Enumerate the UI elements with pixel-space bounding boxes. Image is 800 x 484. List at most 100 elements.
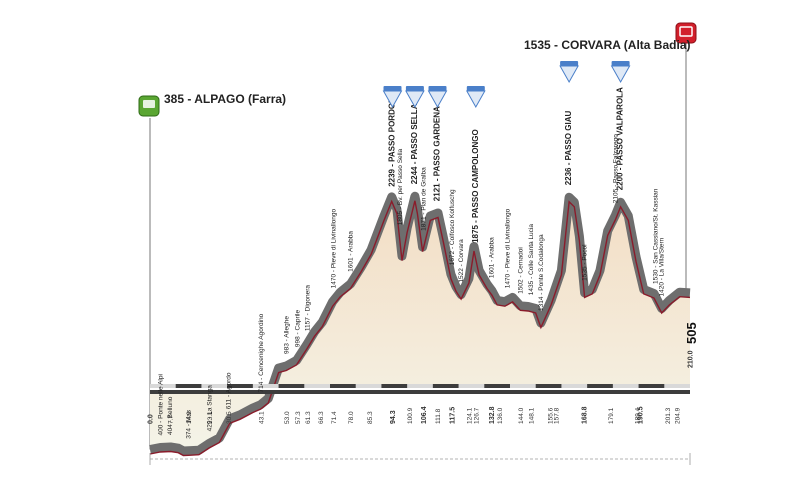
distance-dimension-line	[149, 453, 691, 465]
place-label: 1314 - Ponte S.Codalonga	[538, 234, 545, 311]
start-icon-glyph	[143, 100, 155, 108]
km-tick-label: 53.0	[284, 411, 291, 424]
climb-icon	[465, 86, 486, 109]
climb-icon-triangle	[405, 90, 425, 109]
finish-code: 505	[684, 322, 699, 344]
climb-icon-band	[428, 86, 447, 91]
climb-icon-band	[466, 86, 485, 91]
km-tick-label: 7.7	[167, 415, 174, 424]
place-label: 1530 - San Cassiano/St. Kassian	[652, 188, 659, 284]
km-tick-labels: 0.0 7.7 14.9 23.1 30.5 43.1 53.0 57.3 61.3 66.3 71…	[148, 350, 695, 424]
climb-summit-label: 1875 - PASSO CAMPOLONGO	[471, 129, 480, 243]
km-strip-segment	[201, 384, 228, 388]
km-tick-label: 144.0	[518, 407, 525, 424]
climb-icon-triangle	[427, 90, 448, 109]
climb-summit-label: 2236 - PASSO GIAU	[564, 111, 573, 186]
km-strip-segment	[150, 384, 176, 388]
climb-summit-label: 2239 - PASSO PORDOI	[388, 101, 397, 187]
climb-icon	[559, 61, 579, 84]
climb-summit-label: 2244 - PASSO SELLA	[410, 103, 419, 184]
km-tick-label: 210.0	[688, 350, 695, 368]
km-tick-label: 155.6	[548, 407, 555, 424]
start-icon	[138, 95, 160, 117]
climb-icon-triangle	[382, 90, 403, 109]
climb-icon-band	[611, 61, 630, 66]
place-label: 611 - Agordo	[225, 372, 232, 409]
finish-icon	[675, 22, 697, 44]
icons	[138, 22, 697, 117]
place-labels: 400 - Ponte nelle Alpi 404 - Belluno 374 -…	[157, 87, 665, 439]
km-tick-label: 126.7	[473, 407, 480, 424]
km-strip-segment	[252, 384, 279, 388]
km-tick-label: 189.4	[635, 407, 642, 424]
km-tick-label: 136.0	[497, 407, 504, 424]
km-tick-label: 78.0	[348, 411, 355, 424]
climb-summit-label: 2121 - PASSO GARDENA	[433, 106, 442, 201]
km-tick-label: 106.4	[421, 406, 428, 424]
climb-icon	[610, 61, 631, 84]
km-strip-segment	[355, 384, 382, 388]
km-tick-label: 94.3	[390, 410, 397, 424]
km-tick-label: 100.9	[407, 407, 414, 424]
km-tick-label: 157.8	[553, 407, 560, 424]
km-tick-label: 204.9	[674, 407, 681, 424]
climb-icon-triangle	[559, 65, 579, 84]
place-label: 1470 - Pieve di Livinallongo	[331, 209, 338, 289]
km-tick-label: 201.3	[665, 407, 672, 424]
climb-summit-label: 2200 - PASSO VALPAROLA	[616, 87, 625, 190]
place-label: 374 - Mas	[185, 409, 192, 439]
place-label: 983 - Alleghe	[283, 316, 290, 354]
km-strip	[150, 384, 690, 394]
km-tick-label: 148.1	[528, 407, 535, 424]
km-tick-label: 43.1	[258, 411, 265, 424]
climb-icon-band	[560, 61, 579, 66]
place-label: 1871 - Plan de Gralba	[421, 167, 428, 231]
km-strip-segment	[458, 384, 485, 388]
finish-label: 1535 - CORVARA (Alta Badia)	[524, 38, 690, 52]
place-label: 1502 - Cernadoi	[517, 247, 524, 294]
place-label: 2105 - Passo Falzarego	[612, 134, 619, 203]
km-tick-label: 71.4	[331, 411, 338, 424]
place-label: 1522 - Corvara	[458, 239, 465, 283]
km-tick-label: 85.3	[367, 411, 374, 424]
km-strip-segment	[407, 384, 433, 388]
climb-icon-triangle	[465, 90, 486, 109]
km-strip-segment	[304, 384, 330, 388]
place-label: 429 - La Stanga	[206, 385, 213, 432]
climb-icon-band	[383, 86, 402, 91]
place-label: 1157 - Digonera	[305, 285, 312, 332]
km-strip-segment	[561, 384, 588, 388]
km-tick-label: 23.1	[207, 411, 214, 424]
place-label: 1420 - La Villa/Stern	[659, 237, 666, 296]
elevation-ridge	[149, 191, 691, 456]
place-label: 1601 - Arabba	[348, 231, 355, 272]
place-label: 1435 - Colle Santa Lucia	[528, 224, 535, 296]
km-tick-label: 61.3	[305, 411, 312, 424]
place-label: 404 - Belluno	[167, 396, 174, 435]
place-label: 1470 - Pieve di Livinallongo	[504, 208, 511, 288]
finish-icon-glyph	[679, 26, 693, 37]
place-label: 998 - Caprile	[294, 310, 301, 348]
elevation-profile-line	[149, 199, 691, 457]
place-label: 1805 - Bv. per Passo Sella	[397, 148, 404, 225]
place-label: 400 - Ponte nelle Alpi	[157, 374, 164, 435]
km-tick-label: 30.5	[226, 411, 233, 424]
km-strip-segment	[612, 384, 639, 388]
climb-icon	[427, 86, 448, 109]
place-label: 1535 - Pocol	[582, 244, 589, 281]
km-tick-label: 179.1	[608, 407, 615, 424]
finish-icon-box	[675, 22, 697, 44]
km-tick-label: 0.0	[148, 414, 155, 424]
place-label: 1601 - Arabba	[489, 237, 496, 278]
km-tick-label: 168.8	[582, 406, 589, 424]
km-tick-label: 132.8	[489, 406, 496, 424]
km-tick-label: 190.5	[637, 406, 644, 424]
start-label: 385 - ALPAGO (Farra)	[164, 92, 286, 106]
place-label: 714 - Cencenighe Agordino	[258, 313, 265, 392]
climb-icon-band	[405, 86, 424, 91]
km-tick-label: 124.1	[467, 407, 474, 424]
km-tick-label: 111.8	[435, 408, 442, 424]
climb-icon	[382, 86, 403, 109]
km-tick-label: 117.5	[450, 407, 457, 424]
